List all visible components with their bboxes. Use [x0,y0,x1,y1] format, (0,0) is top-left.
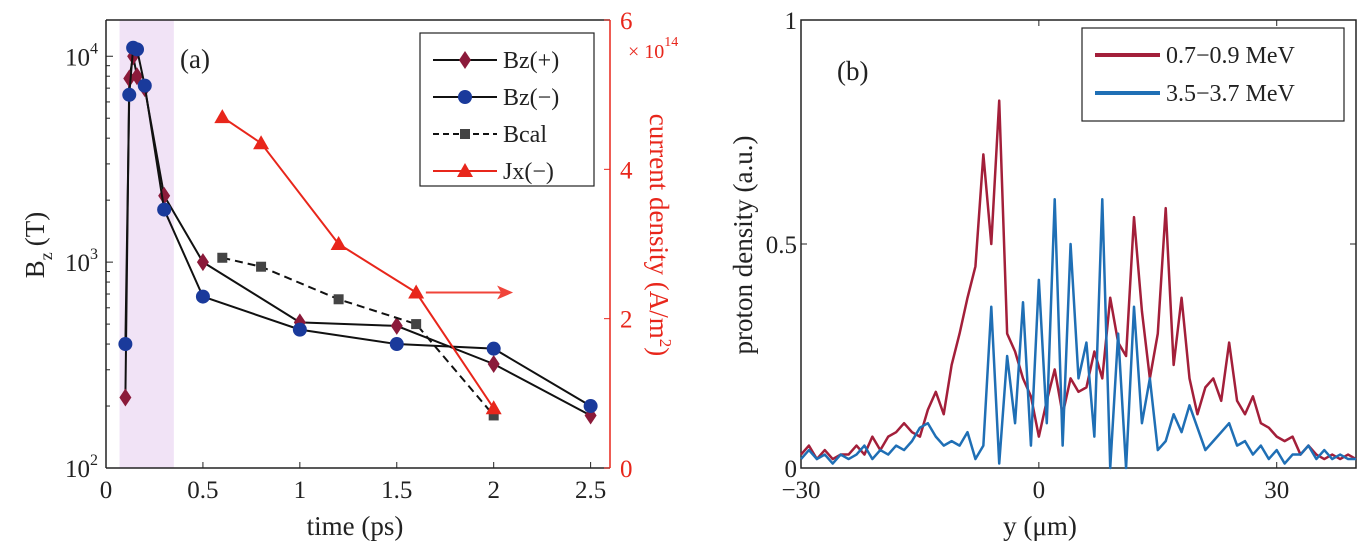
x-tick-label: 0.5 [187,477,218,504]
data-point-circle [122,87,137,102]
data-point-triangle [253,135,270,150]
panel-b-xlabel: y (μm) [1003,511,1077,541]
legend: Bz(+) Bz(−) Bcal Jx(−) [419,32,595,187]
y-tick-exp: 2 [90,452,98,469]
y2-multiplier: × 1014 [628,35,678,63]
y-tick-base: 10 [65,456,90,483]
panel-a-label: (a) [180,44,210,74]
data-point-diamond [487,355,500,374]
y2-tick-label: 4 [620,157,633,184]
data-point-square [411,319,422,330]
data-point-circle [137,78,152,93]
data-point-diamond [119,388,132,407]
data-point-diamond [390,316,403,335]
ylabel-unit: (T) [20,212,50,246]
data-point-circle [195,289,210,304]
legend-marker-circle [458,90,472,104]
legend-label: Jx(−) [503,159,554,185]
panel-a-y2label: current density (A/m2) [644,114,675,356]
x-tick-label: 1.5 [381,477,412,504]
panel-b-ylabel: proton density (a.u.) [728,136,758,355]
x-tick-label: 2.5 [575,477,606,504]
legend-marker-diamond [459,51,471,69]
y-tick-label: 103 [65,246,98,277]
legend-label: Bcal [503,122,547,148]
data-point-circle [486,341,501,356]
data-point-circle [157,202,172,217]
y2label-end: ) [644,347,674,356]
legend: 0.7−0.9 MeV 3.5−3.7 MeV [1081,27,1345,122]
x-tick-label: −30 [781,477,820,504]
legend-label: Bz(−) [503,85,559,111]
y-tick-label: 0 [785,456,798,483]
y-tick-label: 0.5 [766,232,797,259]
legend-marker-square [460,129,470,139]
data-point-square [333,294,344,305]
data-point-diamond [123,69,136,88]
ylabel-sub: z [36,252,56,260]
ylabel-main: B [20,260,50,278]
y2-tick-label: 2 [620,307,633,334]
annotation-arrow-head [497,285,514,300]
data-point-square [256,261,267,272]
x-tick-label: 0 [100,477,113,504]
y-tick-exp: 3 [90,246,98,263]
legend-label: 3.5−3.7 MeV [1166,81,1296,107]
y-tick-base: 10 [65,44,90,71]
data-point-circle [118,337,133,352]
y-tick-label: 102 [65,452,98,483]
y2-multiplier-exp: 14 [664,35,678,50]
data-point-square [488,410,499,421]
data-point-circle [130,42,145,57]
y2-multiplier-base: × 10 [628,41,664,63]
data-point-triangle [214,109,231,124]
y-tick-base: 10 [65,250,90,277]
panel-b-label: (b) [837,56,868,86]
y-tick-exp: 4 [90,40,98,57]
y2-tick-label: 0 [620,456,633,483]
data-point-circle [389,337,404,352]
panel-a: 0 0.5 1 1.5 2 2.51021031040246Bz(+)Bz(−)BcalJ… [65,8,633,504]
x-tick-label: 1 [294,477,307,504]
y2-tick-label: 6 [620,8,633,35]
data-point-square [217,252,228,263]
series-line [800,197,1356,470]
x-tick-label: 0 [1033,477,1046,504]
x-tick-label: 30 [1264,477,1289,504]
legend-box [1081,27,1345,122]
data-point-triangle [485,400,502,415]
y-tick-label: 1 [785,8,798,35]
legend-marker-triangle [457,163,473,177]
data-point-diamond [196,253,209,272]
y2label-main: current density (A/m [644,114,674,339]
panel-a-xlabel: time (ps) [307,511,404,541]
legend-label: Bz(+) [503,48,559,74]
legend-label: 0.7−0.9 MeV [1166,43,1296,69]
y2label-sup: 2 [656,339,675,348]
data-point-triangle [330,236,347,250]
x-tick-label: 2 [487,477,500,504]
data-point-circle [292,322,307,337]
series-line [800,99,1357,461]
series-line-square [222,256,495,417]
legend-box [419,32,595,187]
data-point-triangle [408,284,425,299]
data-point-circle [583,399,598,414]
panel-a-ylabel: Bz (T) [20,212,56,279]
y-tick-label: 104 [65,40,98,71]
